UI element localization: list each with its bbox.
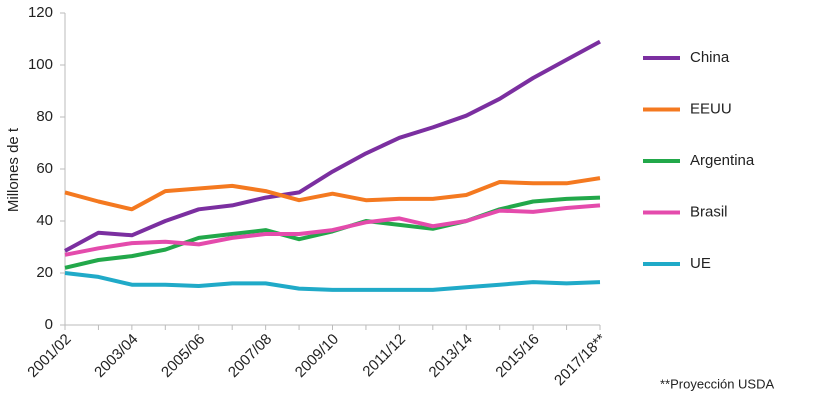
footnote: **Proyección USDA: [660, 376, 774, 391]
y-tick-label: 60: [36, 160, 53, 177]
y-tick-label: 120: [28, 4, 53, 21]
legend-label: UE: [690, 255, 711, 272]
series-line: [64, 176, 601, 212]
x-tick-label: 2007/08: [225, 331, 275, 381]
y-tick-label: 0: [45, 316, 53, 333]
y-tick-label: 40: [36, 212, 53, 229]
x-tick-label: 2003/04: [91, 331, 141, 381]
x-tick-label: 2013/14: [426, 331, 476, 381]
x-tick-label: 2015/16: [492, 331, 542, 381]
y-tick-label: 100: [28, 56, 53, 73]
legend-label: Argentina: [690, 152, 755, 169]
x-tick-label: 2005/06: [158, 331, 208, 381]
y-axis-label: Millones de t: [5, 127, 22, 212]
x-tick-label: 2001/02: [24, 331, 74, 381]
legend-label: China: [690, 49, 730, 66]
series-line: [64, 195, 601, 270]
y-tick-label: 80: [36, 108, 53, 125]
x-tick-label: 2011/12: [359, 331, 409, 381]
y-tick-label: 20: [36, 264, 53, 281]
series-line: [64, 203, 601, 257]
series-line: [64, 39, 601, 253]
legend-label: EEUU: [690, 100, 732, 117]
series-line: [64, 271, 601, 292]
legend-label: Brasil: [690, 203, 728, 220]
x-tick-label: 2017/18**: [551, 331, 610, 390]
x-tick-label: 2009/10: [292, 331, 342, 381]
